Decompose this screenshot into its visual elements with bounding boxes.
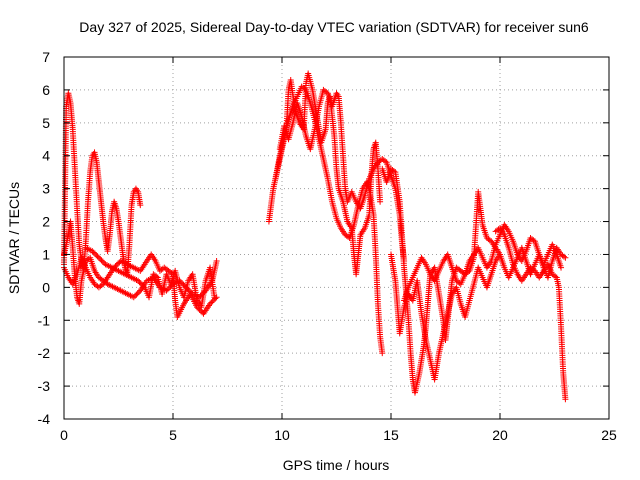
data-point	[136, 279, 143, 286]
y-tick-label: 1	[42, 246, 50, 262]
chart-title: Day 327 of 2025, Sidereal Day-to-day VTE…	[79, 19, 589, 35]
data-point	[135, 277, 142, 284]
data-point	[212, 295, 219, 302]
y-tick-label: 2	[42, 214, 50, 230]
data-point	[97, 256, 104, 263]
data-point	[137, 280, 144, 287]
data-point	[93, 252, 100, 259]
data-point	[377, 198, 384, 205]
data-point	[486, 237, 493, 244]
data-point	[115, 260, 122, 267]
y-tick-label: 0	[42, 279, 50, 295]
data-point	[113, 261, 120, 268]
y-tick-label: -2	[38, 345, 51, 361]
data-point	[89, 248, 96, 255]
data-point	[213, 258, 220, 265]
y-tick-label: 4	[42, 148, 50, 164]
data-point	[168, 270, 175, 277]
data-point	[91, 250, 98, 257]
x-tick-label: 25	[601, 427, 617, 443]
data-point	[133, 291, 140, 298]
data-point	[134, 290, 141, 297]
y-tick-label: 3	[42, 181, 50, 197]
data-point	[552, 273, 559, 280]
data-point	[562, 254, 569, 261]
data-point	[196, 306, 203, 313]
data-point	[213, 294, 220, 301]
data-point	[139, 281, 146, 288]
grid-lines	[64, 57, 609, 419]
data-point	[185, 286, 192, 293]
data-point	[90, 249, 97, 256]
data-point	[99, 258, 106, 265]
y-axis-label: SDTVAR / TECUs	[6, 182, 22, 294]
data-point	[195, 305, 202, 312]
data-point	[209, 298, 216, 305]
data-point	[562, 396, 569, 403]
data-point	[111, 264, 118, 271]
y-tick-label: 6	[42, 82, 50, 98]
y-tick-label: -1	[38, 312, 51, 328]
data-point	[132, 292, 139, 299]
data-point	[208, 299, 215, 306]
data-point	[379, 350, 386, 357]
data-point	[193, 304, 200, 311]
data-point	[163, 287, 170, 294]
data-point	[98, 257, 105, 264]
x-tick-label: 15	[383, 427, 399, 443]
axis-ticks	[63, 56, 610, 420]
y-tick-label: -4	[38, 411, 51, 427]
data-point	[197, 308, 204, 315]
data-point	[153, 273, 160, 280]
data-point	[130, 294, 137, 301]
data-point	[137, 202, 144, 209]
data-point	[94, 253, 101, 260]
x-tick-label: 0	[60, 427, 68, 443]
x-axis-label: GPS time / hours	[283, 457, 390, 473]
x-tick-label: 10	[274, 427, 290, 443]
data-points	[61, 70, 569, 403]
data-point	[210, 296, 217, 303]
data-point	[112, 263, 119, 270]
data-point	[530, 266, 537, 273]
data-point	[95, 254, 102, 261]
data-point	[140, 283, 147, 290]
plot-frame	[63, 56, 610, 420]
data-point	[197, 292, 204, 299]
data-point	[390, 168, 397, 175]
data-point	[558, 264, 565, 271]
data-point	[98, 282, 105, 289]
data-point	[495, 226, 502, 233]
y-tick-label: 5	[42, 115, 50, 131]
x-tick-label: 20	[492, 427, 508, 443]
data-point	[207, 300, 214, 307]
data-point	[164, 286, 171, 293]
y-tick-label: -3	[38, 378, 51, 394]
y-tick-label: 7	[42, 49, 50, 65]
data-point	[560, 253, 567, 260]
data-point	[166, 285, 173, 292]
x-tick-label: 5	[169, 427, 177, 443]
